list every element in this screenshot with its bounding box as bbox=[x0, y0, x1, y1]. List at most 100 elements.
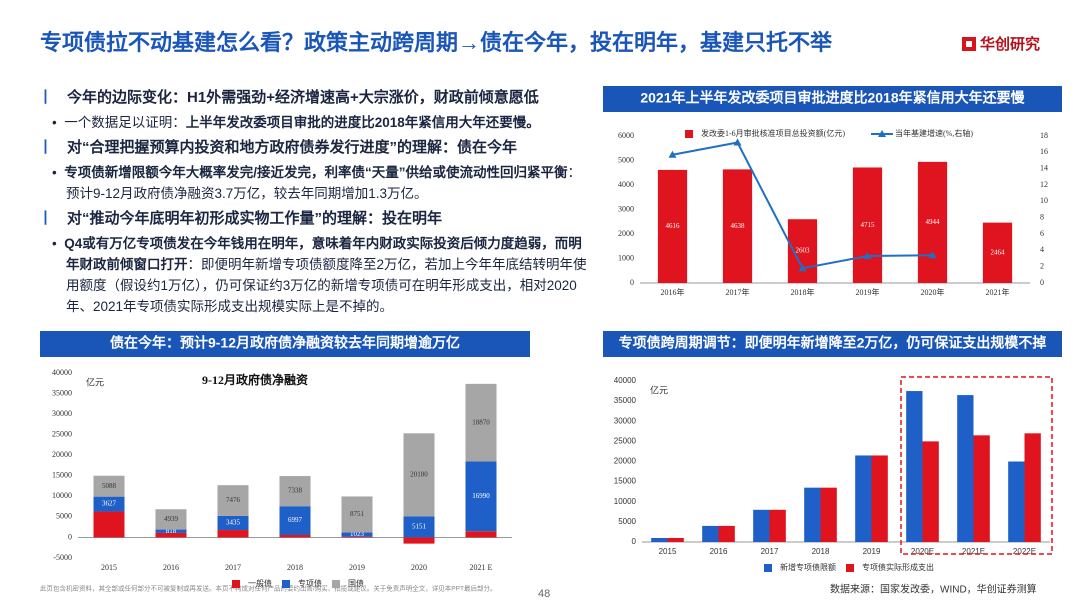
y-tick-label: 0 bbox=[68, 532, 72, 541]
y-tick-label: 35000 bbox=[614, 396, 637, 405]
x-tick-label: 2020 bbox=[411, 563, 427, 572]
legend-label: 国债 bbox=[348, 578, 364, 588]
y-tick-label: 0 bbox=[630, 278, 634, 287]
line-marker bbox=[928, 251, 937, 259]
logo-text: 华创研究 bbox=[980, 35, 1040, 53]
data-label: 20180 bbox=[410, 470, 428, 478]
data-label: 3435 bbox=[226, 519, 241, 527]
y-axis-label: 亿元 bbox=[650, 384, 668, 395]
y-tick-label: 2000 bbox=[618, 229, 634, 238]
heading-text: 今年的边际变化：H1外需强劲+经济增速高+大宗涨价，财政前倾意愿低 bbox=[67, 89, 539, 106]
bar bbox=[1024, 433, 1041, 542]
bar-segment bbox=[217, 530, 249, 538]
chart-header bbox=[603, 331, 1062, 357]
data-label: 2603 bbox=[796, 247, 811, 255]
data-label: 6997 bbox=[288, 516, 303, 524]
data-label: 4944 bbox=[926, 218, 941, 226]
data-label: 4638 bbox=[731, 222, 746, 230]
bar bbox=[906, 391, 923, 542]
legend-label: 专项债实际形成支出 bbox=[862, 562, 934, 572]
bar bbox=[957, 395, 974, 542]
disclaimer: 此页包含机密资料，其全部或任何部分不可被复制或再发送。本页不构成对任何产品的要约… bbox=[40, 584, 496, 593]
y-tick-label: 15000 bbox=[614, 477, 637, 486]
legend-swatch bbox=[685, 130, 693, 138]
y-tick-label: 10000 bbox=[52, 491, 72, 500]
x-tick-label: 2016 bbox=[163, 563, 179, 572]
bar bbox=[651, 537, 668, 542]
bar bbox=[871, 455, 888, 542]
bar-segment bbox=[93, 496, 125, 512]
bar bbox=[753, 509, 770, 542]
data-label: 1023 bbox=[350, 530, 365, 538]
x-tick-label: 2017年 bbox=[726, 287, 750, 297]
bar-segment bbox=[93, 475, 125, 497]
x-tick-label: 2017 bbox=[761, 547, 779, 556]
y-tick-label: 6000 bbox=[618, 131, 634, 140]
source: 数据来源：国家发改委，WIND，华创证券测算 bbox=[830, 583, 1037, 596]
y-tick-label: 30000 bbox=[614, 416, 637, 425]
bar bbox=[917, 161, 948, 283]
bar-segment bbox=[217, 515, 249, 531]
bar-segment bbox=[155, 529, 187, 533]
line-marker bbox=[668, 150, 677, 158]
heading-text: 对“推动今年底明年初形成实物工作量”的理解：投在明年 bbox=[67, 210, 443, 227]
y-tick-label: 25000 bbox=[52, 429, 72, 438]
bar bbox=[804, 487, 821, 542]
y2-tick-label: 8 bbox=[1040, 212, 1044, 221]
bar bbox=[820, 487, 837, 542]
bar-segment bbox=[279, 534, 311, 538]
bar-segment bbox=[465, 461, 497, 532]
bar bbox=[855, 455, 872, 542]
y2-tick-label: 6 bbox=[1040, 229, 1044, 238]
data-label: 7476 bbox=[226, 496, 241, 504]
bullet: • 一个数据足以证明：上半年发改委项目审批的进度比2018年紧信用大年还要慢。 bbox=[52, 115, 540, 130]
x-tick-label: 2019年 bbox=[856, 287, 880, 297]
y-tick-label: 35000 bbox=[52, 388, 72, 397]
legend-label: 发改委1-6月审批核准项目总投资额(亿元) bbox=[701, 128, 845, 138]
legend-swatch bbox=[846, 564, 854, 572]
bar-segment bbox=[403, 537, 435, 544]
chart-title: 2021年上半年发改委项目审批进度比2018年紧信用大年还要慢 bbox=[640, 90, 1025, 106]
data-label: 16990 bbox=[472, 492, 490, 500]
text-block: 丨今年的边际变化：H1外需强劲+经济增速高+大宗涨价，财政前倾意愿低 • 一个数… bbox=[38, 88, 594, 322]
y-tick-label: -5000 bbox=[53, 553, 72, 562]
x-tick-label: 2022E bbox=[1013, 547, 1036, 556]
heading: 丨今年的边际变化：H1外需强劲+经济增速高+大宗涨价，财政前倾意愿低 bbox=[38, 89, 539, 106]
data-label: 5151 bbox=[412, 522, 427, 530]
chart-title: 债在今年：预计9-12月政府债净融资较去年同期增逾万亿 bbox=[110, 335, 460, 351]
y-tick-label: 20000 bbox=[52, 450, 72, 459]
chart-header bbox=[40, 331, 530, 357]
x-tick-label: 2015 bbox=[101, 563, 117, 572]
bar-segment bbox=[341, 532, 373, 537]
logo-icon-inner bbox=[966, 41, 972, 47]
y-tick-label: 1000 bbox=[618, 253, 634, 262]
bar bbox=[852, 167, 883, 283]
page-number: 48 bbox=[538, 588, 550, 600]
legend-swatch bbox=[332, 580, 340, 588]
y2-tick-label: 10 bbox=[1040, 196, 1048, 205]
bullet-text: ：预计9-12月政府债净融资3.7万亿，较去年同期增加1.3万亿。 bbox=[66, 165, 581, 201]
bar bbox=[982, 222, 1013, 283]
y-tick-label: 0 bbox=[632, 537, 637, 546]
bar-segment bbox=[155, 509, 187, 530]
data-label: 4616 bbox=[666, 222, 681, 230]
bullet-text: ：即便明年新增专项债额度降至2万亿，若加上今年年底结转明年使用额度（假设约1万亿… bbox=[66, 257, 587, 314]
chart-subtitle: 9-12月政府债净融资 bbox=[202, 372, 308, 387]
bar bbox=[973, 435, 990, 542]
bar bbox=[922, 441, 939, 542]
x-tick-label: 2021 E bbox=[470, 563, 493, 572]
data-label: 8751 bbox=[350, 510, 365, 518]
y-tick-label: 15000 bbox=[52, 471, 72, 480]
data-label: 4715 bbox=[861, 221, 876, 229]
x-tick-label: 2020年 bbox=[921, 287, 945, 297]
chart-title: 专项债跨周期调节：即便明年新增降至2万亿，仍可保证支出规模不掉 bbox=[619, 335, 1047, 351]
bar bbox=[769, 509, 786, 542]
y-tick-label: 3000 bbox=[618, 204, 634, 213]
slide-title: 专项债拉不动基建怎么看？政策主动跨周期→债在今年，投在明年，基建只托不举 bbox=[40, 30, 833, 55]
line-marker bbox=[798, 264, 807, 272]
bar-segment bbox=[279, 506, 311, 535]
bar-segment bbox=[403, 433, 435, 517]
data-label: 2464 bbox=[991, 248, 1006, 256]
legend-label: 专项债 bbox=[298, 578, 322, 588]
bar-segment bbox=[465, 531, 497, 538]
